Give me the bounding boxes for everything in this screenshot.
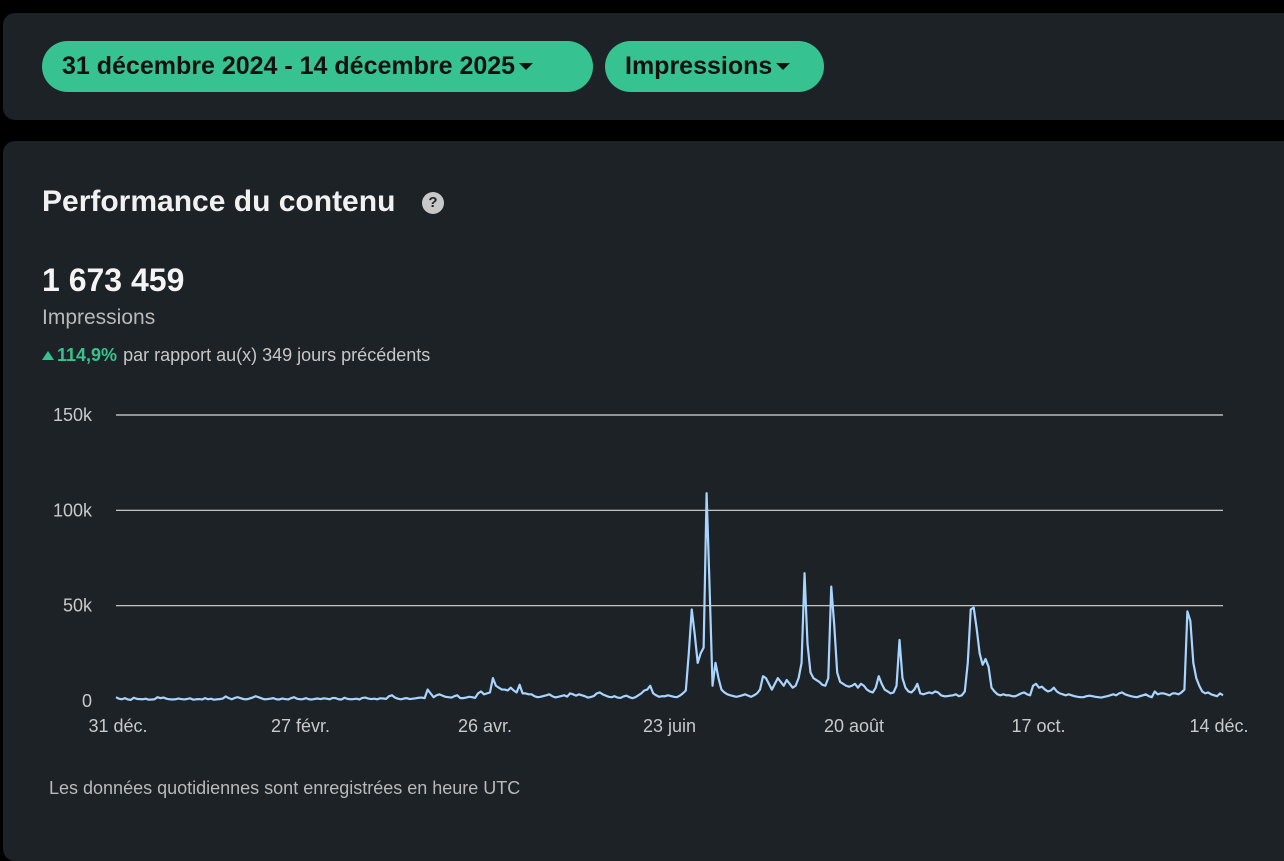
metric-dropdown[interactable]: Impressions [605, 41, 824, 92]
y-tick-label: 100k [53, 500, 93, 520]
x-tick-label: 23 juin [643, 716, 696, 736]
x-tick-label: 20 août [824, 716, 884, 736]
date-range-label: 31 décembre 2024 - 14 décembre 2025 [62, 52, 516, 80]
caret-down-icon [519, 63, 534, 70]
metric-label: Impressions [625, 52, 773, 80]
x-tick-label: 27 févr. [271, 716, 330, 736]
total-value: 1 673 459 [42, 262, 185, 298]
delta-row: 114,9% par rapport au(x) 349 jours précé… [42, 345, 430, 366]
delta-text: par rapport au(x) 349 jours précédents [123, 345, 431, 365]
series-line [115, 492, 1224, 701]
impressions-chart: 0 50k 100k 150k 31 déc. 27 févr. 26 avr. 23 ju… [53, 405, 1249, 736]
content-performance-card: Performance du contenu ? 1 673 459 Impre… [3, 141, 1284, 861]
y-tick-label: 150k [53, 405, 93, 425]
filter-bar: 31 décembre 2024 - 14 décembre 2025 Impr… [3, 13, 1284, 120]
date-range-dropdown[interactable]: 31 décembre 2024 - 14 décembre 2025 [42, 41, 593, 92]
x-tick-label: 26 avr. [458, 716, 512, 736]
triangle-up-icon [42, 351, 54, 360]
x-tick-label: 17 oct. [1011, 716, 1065, 736]
y-tick-label: 50k [63, 596, 93, 616]
question-circle-icon[interactable]: ? [422, 192, 444, 214]
y-tick-label: 0 [82, 691, 92, 711]
footnote: Les données quotidiennes sont enregistré… [49, 778, 521, 798]
total-label: Impressions [42, 306, 156, 329]
x-tick-label: 31 déc. [88, 716, 147, 736]
x-tick-label: 14 déc. [1189, 716, 1248, 736]
card-title: Performance du contenu [42, 185, 396, 218]
delta-percent: 114,9% [57, 345, 118, 365]
caret-down-icon [776, 63, 791, 70]
